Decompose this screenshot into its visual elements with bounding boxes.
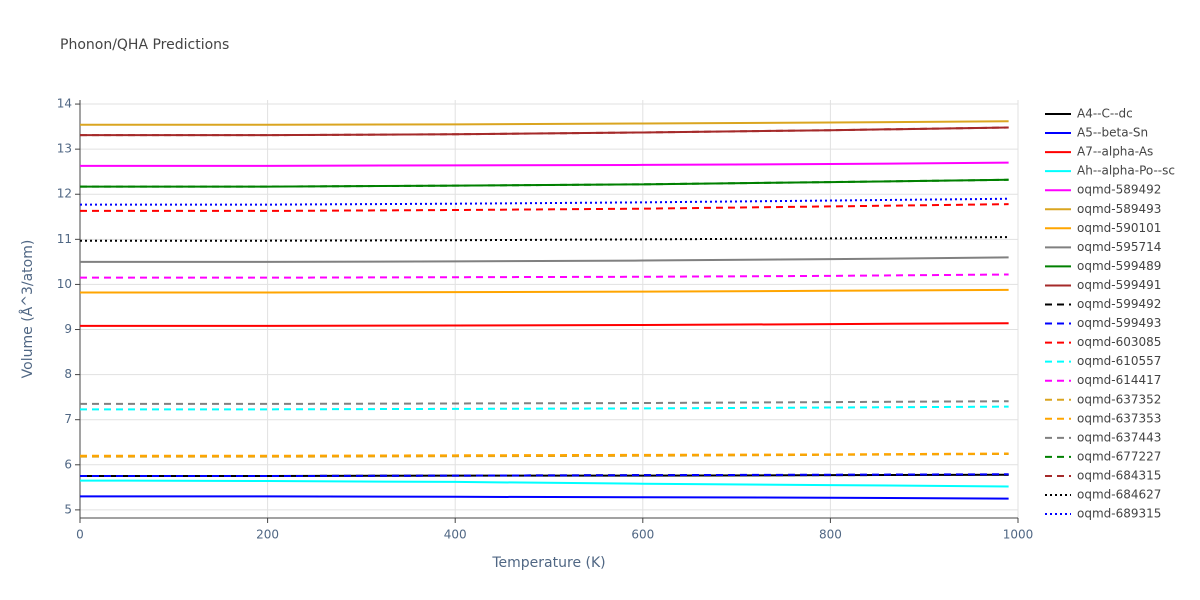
y-tick-label: 9 <box>64 322 72 336</box>
y-tick-label: 13 <box>57 142 72 156</box>
legend-label: oqmd-684315 <box>1077 468 1161 482</box>
legend-label: oqmd-603085 <box>1077 335 1161 349</box>
series-line <box>80 405 1009 411</box>
series-line <box>80 473 1009 478</box>
series-line <box>80 203 1009 212</box>
legend-label: oqmd-637443 <box>1077 430 1161 444</box>
y-axis-title: Volume (Å^3/atom) <box>19 240 36 379</box>
chart-title: Phonon/QHA Predictions <box>60 37 229 53</box>
series-line <box>80 473 1009 478</box>
series-line <box>79 479 1009 488</box>
legend-label: oqmd-589492 <box>1077 183 1161 197</box>
y-tick-label: 5 <box>64 502 72 516</box>
x-tick-label: 1000 <box>1003 528 1034 542</box>
x-tick-label: 600 <box>631 528 654 542</box>
legend-label: oqmd-637353 <box>1077 411 1161 425</box>
legend-label: oqmd-684627 <box>1077 488 1161 502</box>
legend-label: oqmd-599492 <box>1077 297 1161 311</box>
legend-label: A7--alpha-As <box>1077 145 1153 159</box>
y-tick-label: 12 <box>57 187 72 201</box>
series-line <box>80 288 1009 294</box>
series-line <box>80 400 1009 405</box>
series-line <box>80 452 1009 458</box>
x-tick-label: 200 <box>256 528 279 542</box>
y-tick-label: 8 <box>64 367 72 381</box>
legend-label: oqmd-614417 <box>1077 373 1161 387</box>
series-line <box>80 120 1009 126</box>
legend-label: A5--beta-Sn <box>1077 126 1148 140</box>
legend-label: Ah--alpha-Po--sc <box>1077 164 1175 178</box>
series-line <box>80 197 1009 206</box>
y-tick-label: 11 <box>57 232 72 246</box>
y-tick-label: 10 <box>57 277 72 291</box>
series-line <box>80 178 1009 188</box>
legend-label: oqmd-599489 <box>1077 259 1161 273</box>
x-tick-label: 0 <box>76 528 84 542</box>
legend-label: oqmd-610557 <box>1077 354 1161 368</box>
legend-label: oqmd-599491 <box>1077 278 1161 292</box>
series-line <box>80 273 1009 279</box>
series-line <box>80 126 1009 137</box>
legend: A4--C--dc A5--beta-Sn A7--alpha-As Ah--alph… <box>1045 107 1175 521</box>
legend-label: oqmd-590101 <box>1077 221 1161 235</box>
series-line <box>80 161 1009 167</box>
legend-label: oqmd-595714 <box>1077 240 1161 254</box>
series-line <box>80 178 1009 188</box>
legend-label: oqmd-599493 <box>1077 316 1161 330</box>
legend-label: oqmd-637352 <box>1077 392 1161 406</box>
y-tick-label: 14 <box>57 97 72 111</box>
y-tick-label: 6 <box>64 457 72 471</box>
series-line <box>80 495 1009 500</box>
series-line <box>80 256 1009 263</box>
series-line <box>80 236 1009 242</box>
y-tick-label: 7 <box>64 412 72 426</box>
series-line <box>80 322 1009 327</box>
legend-label: oqmd-589493 <box>1077 202 1161 216</box>
series-line <box>80 452 1009 457</box>
legend-label: oqmd-677227 <box>1077 449 1161 463</box>
series-line <box>80 126 1009 137</box>
x-tick-label: 400 <box>444 528 467 542</box>
legend-label: oqmd-689315 <box>1077 507 1161 521</box>
x-axis-title: Temperature (K) <box>491 555 605 571</box>
x-tick-label: 800 <box>819 528 842 542</box>
legend-label: A4--C--dc <box>1077 107 1133 121</box>
